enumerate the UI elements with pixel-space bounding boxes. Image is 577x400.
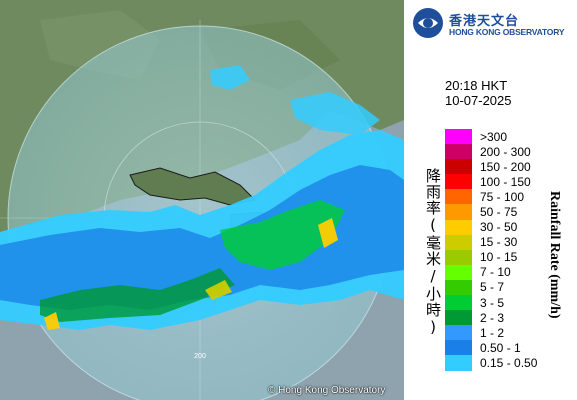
legend-swatch [445, 189, 472, 205]
legend-label: 7 - 10 [480, 265, 511, 280]
timestamp-date: 10-07-2025 [445, 93, 512, 108]
legend-swatch [445, 249, 472, 265]
observatory-logo[interactable]: 香港天文台 HONG KONG OBSERVATORY [412, 7, 577, 39]
legend-row: 100 - 150 [445, 174, 541, 190]
legend-panel: 香港天文台 HONG KONG OBSERVATORY 20:18 HKT 10… [404, 0, 577, 400]
legend-row: 15 - 30 [445, 234, 541, 250]
legend-label: 5 - 7 [480, 280, 505, 295]
legend-row: 0.15 - 0.50 [445, 355, 541, 371]
legend-row: 0.50 - 1 [445, 340, 541, 356]
legend-swatch [445, 159, 472, 175]
legend-label: 150 - 200 [480, 159, 531, 174]
legend-swatch [445, 219, 472, 235]
legend-label: 0.50 - 1 [480, 340, 521, 355]
legend-row: 150 - 200 [445, 159, 541, 175]
radar-map-canvas: 200 [0, 0, 404, 400]
observatory-name-zh: 香港天文台 [449, 14, 520, 29]
legend-label: 200 - 300 [480, 144, 531, 159]
legend-swatch [445, 310, 472, 326]
legend-label: 30 - 50 [480, 220, 518, 235]
legend-label: 100 - 150 [480, 174, 531, 189]
legend-swatch [445, 129, 472, 145]
legend-swatch [445, 234, 472, 250]
rain-echo-northeast [290, 92, 380, 135]
rain-echo-moderate [0, 165, 404, 310]
legend-label: 0.15 - 0.50 [480, 355, 538, 370]
legend-label: 15 - 30 [480, 235, 518, 250]
observatory-emblem-icon [413, 8, 443, 38]
legend-label: 1 - 2 [480, 325, 505, 340]
legend-row: >300 [445, 129, 541, 145]
legend-label: 2 - 3 [480, 310, 505, 325]
legend-row: 30 - 50 [445, 219, 541, 235]
legend-label: >300 [480, 129, 508, 144]
timestamp: 20:18 HKT 10-07-2025 [445, 78, 512, 108]
observatory-name-en: HONG KONG OBSERVATORY [449, 27, 565, 37]
radar-map[interactable]: 200 © Hong Kong Observatory [0, 0, 404, 400]
legend-swatch [445, 295, 472, 311]
legend-row: 200 - 300 [445, 144, 541, 160]
legend-label: 3 - 5 [480, 295, 505, 310]
legend-row: 50 - 75 [445, 204, 541, 220]
legend-title-zh: 降雨率(毫米/小時) [424, 168, 442, 337]
legend-label: 10 - 15 [480, 250, 518, 265]
legend-row: 75 - 100 [445, 189, 541, 205]
rain-echo-heavy-south [40, 268, 235, 322]
legend-row: 1 - 2 [445, 325, 541, 341]
rainfall-rate-scale: >300 200 - 300 150 - 200 100 - 150 75 - 100 5… [445, 129, 541, 371]
legend-swatch [445, 174, 472, 190]
legend-swatch [445, 340, 472, 356]
legend-swatch [445, 264, 472, 280]
legend-label: 50 - 75 [480, 205, 518, 220]
legend-label: 75 - 100 [480, 189, 525, 204]
timestamp-time: 20:18 HKT [445, 78, 508, 93]
legend-swatch [445, 325, 472, 341]
legend-row: 7 - 10 [445, 264, 541, 280]
legend-title-en: Rainfall Rate (mm/h) [547, 191, 562, 319]
rain-echo-intense-south [205, 280, 232, 300]
legend-row: 2 - 3 [445, 310, 541, 326]
rain-echo-intense-east [318, 218, 338, 248]
rain-echo-heavy-east [220, 200, 345, 270]
legend-row: 5 - 7 [445, 279, 541, 296]
legend-swatch [445, 355, 472, 371]
rain-echo-intense-southwest [44, 312, 60, 330]
rain-echo-north [210, 65, 250, 90]
legend-swatch [445, 204, 472, 220]
legend-row: 3 - 5 [445, 295, 541, 311]
legend-row: 10 - 15 [445, 249, 541, 265]
range-ring-label: 200 [194, 353, 206, 360]
map-copyright: © Hong Kong Observatory [268, 385, 386, 396]
legend-swatch [445, 144, 472, 160]
legend-swatch [445, 279, 472, 296]
